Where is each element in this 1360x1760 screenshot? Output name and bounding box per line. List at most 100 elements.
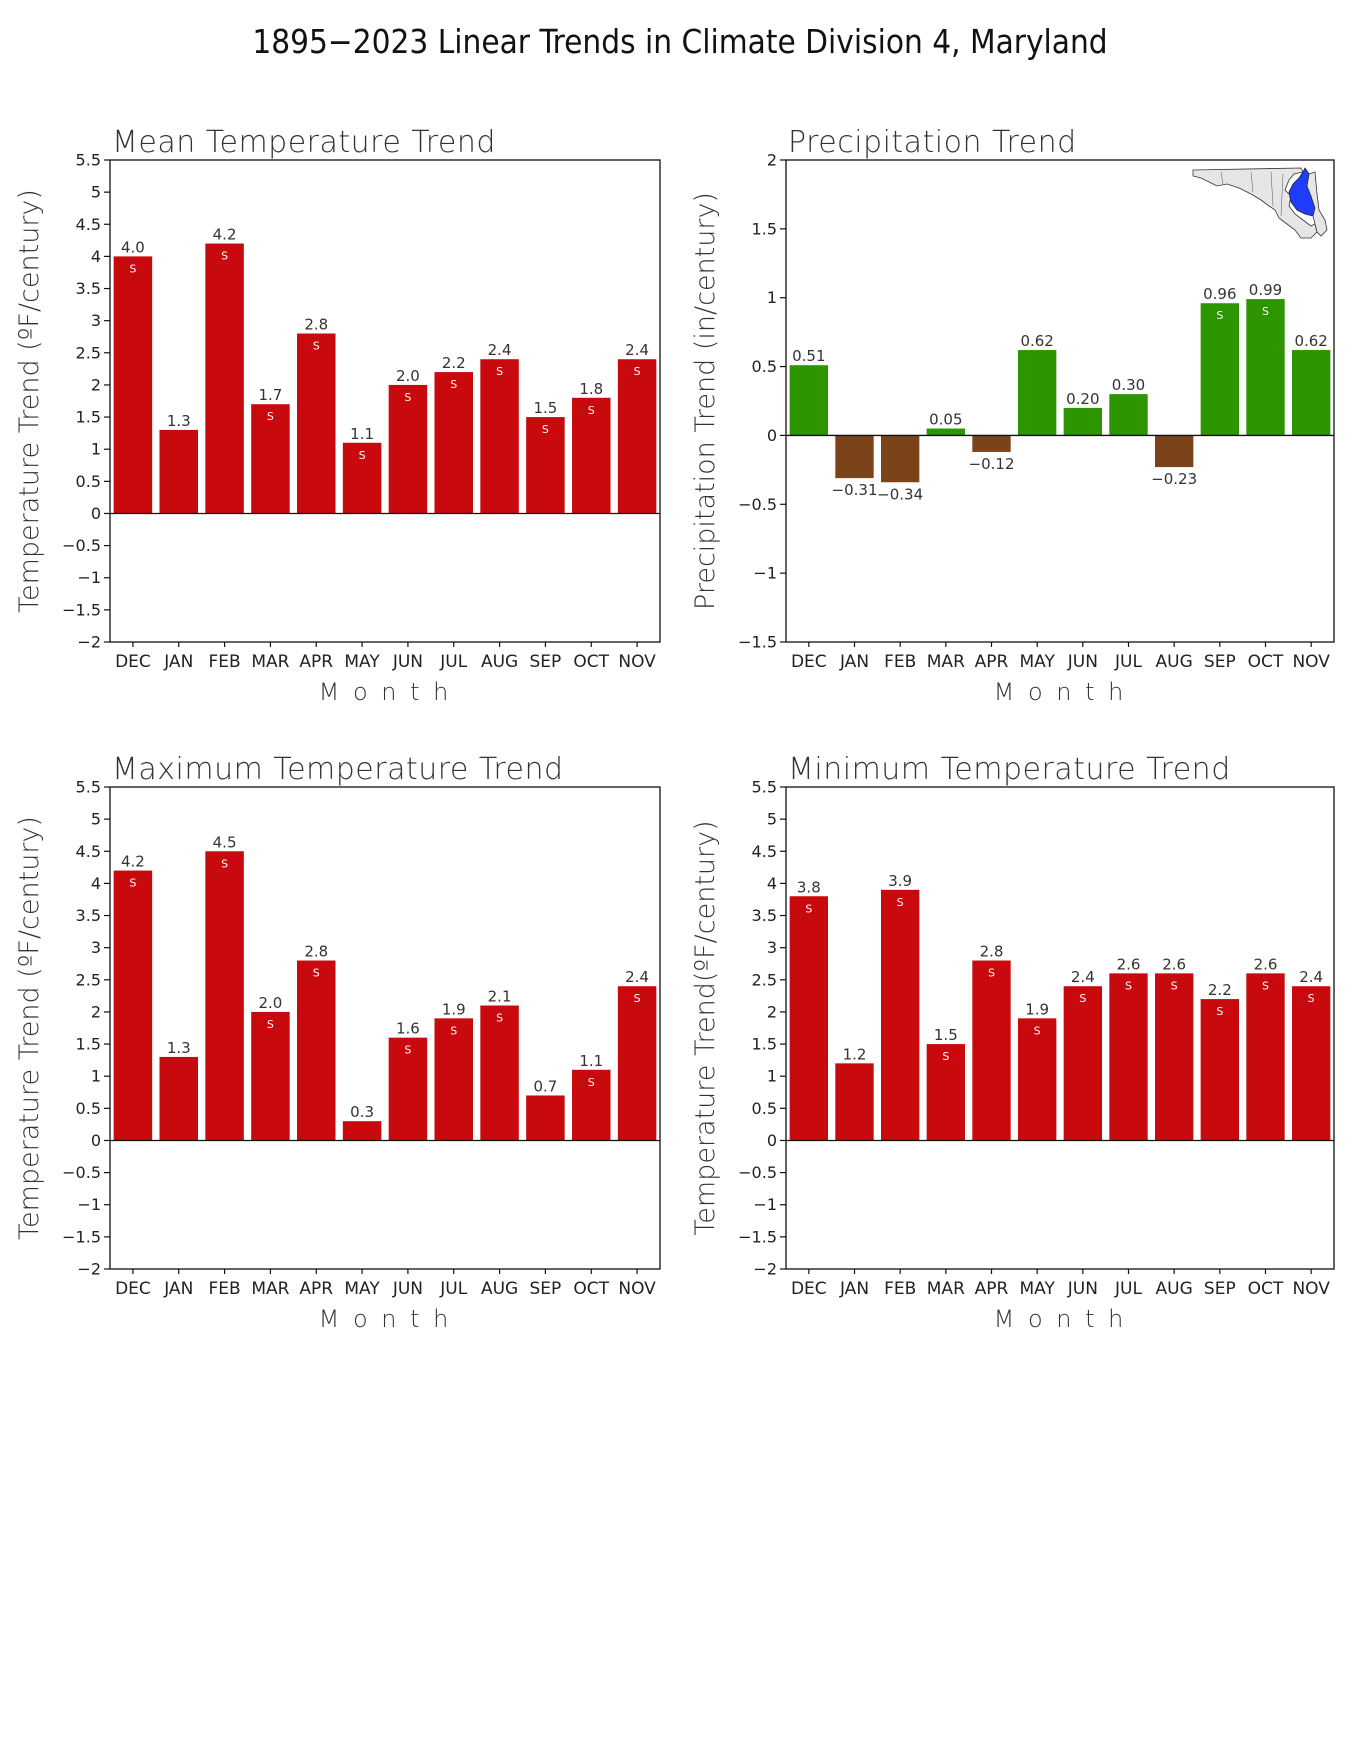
- x-tick-label: DEC: [791, 652, 827, 672]
- data-label: 1.5: [934, 1026, 958, 1044]
- significance-marker: S: [221, 857, 228, 870]
- x-tick-label: MAR: [251, 652, 289, 672]
- data-label: 1.8: [579, 380, 603, 398]
- data-label: 4.2: [121, 853, 145, 871]
- y-tick-label: 0: [91, 1131, 101, 1150]
- x-tick-label: OCT: [1248, 652, 1284, 672]
- y-tick-label: −1: [753, 564, 777, 583]
- significance-marker: S: [1262, 305, 1269, 318]
- data-label: 2.6: [1117, 955, 1141, 973]
- bar-may: [1017, 1018, 1057, 1141]
- significance-marker: S: [450, 1024, 457, 1037]
- y-tick-label: 0.5: [76, 1099, 101, 1118]
- bar-apr: [972, 960, 1011, 1141]
- y-tick-label: −0.5: [738, 495, 777, 514]
- bar-jun: [1063, 407, 1103, 436]
- x-tick-label: JUN: [392, 652, 423, 672]
- chart-panel-1: Mean Temperature Trend 4.0 S 1.3 4.2 S 1.7 S 2.8…: [14, 125, 661, 706]
- chart-panel-4: Minimum Temperature Trend 3.8 S 1.2 3.9 S 1.5 S…: [690, 752, 1335, 1333]
- bar-nov: [617, 986, 657, 1141]
- y-tick-label: −0.5: [62, 536, 101, 555]
- significance-marker: S: [634, 365, 641, 378]
- significance-marker: S: [129, 877, 136, 890]
- data-label: 2.4: [488, 341, 512, 359]
- x-tick-label: JUN: [1067, 1279, 1098, 1299]
- y-tick-label: −2: [753, 1260, 777, 1279]
- x-tick-label: NOV: [618, 652, 656, 672]
- x-tick-label: JUL: [1114, 1279, 1142, 1299]
- x-tick-label: AUG: [1156, 652, 1193, 672]
- bar-jan: [159, 1056, 198, 1141]
- data-label: 4.5: [213, 833, 237, 851]
- data-label: 2.4: [625, 968, 649, 986]
- y-tick-label: 5: [91, 810, 101, 829]
- chart-panel-3: Maximum Temperature Trend 4.2 S 1.3 4.5 S 2.0 S…: [14, 752, 661, 1333]
- bar-aug: [1154, 973, 1194, 1141]
- bar-jun: [388, 384, 428, 514]
- data-label: 1.7: [258, 386, 282, 404]
- y-tick-label: 3.5: [752, 906, 777, 925]
- x-tick-label: NOV: [1292, 1279, 1330, 1299]
- x-tick-label: JUL: [1114, 652, 1142, 672]
- x-tick-label: APR: [975, 652, 1009, 672]
- bar-sep: [526, 1095, 565, 1141]
- significance-marker: S: [1125, 979, 1132, 992]
- bar-dec: [113, 870, 153, 1141]
- significance-marker: S: [634, 992, 641, 1005]
- y-tick-label: 3.5: [76, 906, 101, 925]
- bar-jun: [388, 1037, 428, 1141]
- x-tick-label: JUL: [439, 1279, 467, 1299]
- y-tick-label: −0.5: [738, 1163, 777, 1182]
- x-tick-label: JAN: [163, 1279, 193, 1299]
- y-tick-label: 1: [767, 1067, 777, 1086]
- significance-marker: S: [129, 262, 136, 275]
- y-tick-label: 4: [91, 247, 101, 266]
- data-label: 1.6: [396, 1020, 420, 1038]
- data-label: 0.7: [533, 1077, 557, 1095]
- county-lines: [1220, 171, 1284, 217]
- data-label: 2.2: [442, 354, 466, 372]
- y-tick-label: 0.5: [752, 357, 777, 376]
- bar-nov: [617, 359, 657, 514]
- plot-frame: [109, 159, 661, 643]
- y-tick-label: 1.5: [752, 1035, 777, 1054]
- data-label: 2.4: [625, 341, 649, 359]
- bar-jan: [835, 1063, 874, 1141]
- data-label: 1.3: [167, 1039, 191, 1057]
- significance-marker: S: [542, 423, 549, 436]
- significance-marker: S: [1308, 992, 1315, 1005]
- significance-marker: S: [359, 449, 366, 462]
- significance-marker: S: [404, 1044, 411, 1057]
- y-tick-label: 4.5: [752, 842, 777, 861]
- y-tick-label: 3: [91, 311, 101, 330]
- y-tick-label: 2: [767, 151, 777, 170]
- x-tick-label: JUL: [439, 652, 467, 672]
- y-tick-label: 2: [91, 1002, 101, 1021]
- data-label: 1.9: [442, 1000, 466, 1018]
- y-tick-label: −2: [77, 1260, 101, 1279]
- y-tick-label: 1.5: [76, 1035, 101, 1054]
- y-tick-label: −2: [77, 633, 101, 652]
- x-tick-label: APR: [299, 1279, 333, 1299]
- bar-may: [342, 1121, 382, 1141]
- data-label: 1.1: [350, 425, 374, 443]
- data-label: −0.23: [1151, 470, 1197, 488]
- y-tick-label: 4: [91, 874, 101, 893]
- y-tick-label: 5: [91, 183, 101, 202]
- data-label: 1.3: [167, 412, 191, 430]
- bar-feb: [880, 889, 920, 1141]
- y-axis-label: Temperature Trend(ºF/century): [690, 820, 721, 1235]
- x-tick-label: MAY: [344, 1279, 380, 1299]
- y-tick-label: −0.5: [62, 1163, 101, 1182]
- data-label: 0.51: [792, 347, 825, 365]
- significance-marker: S: [496, 365, 503, 378]
- x-tick-label: APR: [299, 652, 333, 672]
- y-tick-label: −1: [77, 1195, 101, 1214]
- bar-nov: [1291, 350, 1331, 436]
- y-tick-label: 5.5: [76, 151, 101, 170]
- y-axis-label: Temperature Trend (ºF/century): [14, 189, 45, 613]
- data-label: −0.31: [832, 481, 878, 499]
- bar-apr: [297, 333, 336, 514]
- x-tick-label: JUN: [392, 1279, 423, 1299]
- significance-marker: S: [496, 1012, 503, 1025]
